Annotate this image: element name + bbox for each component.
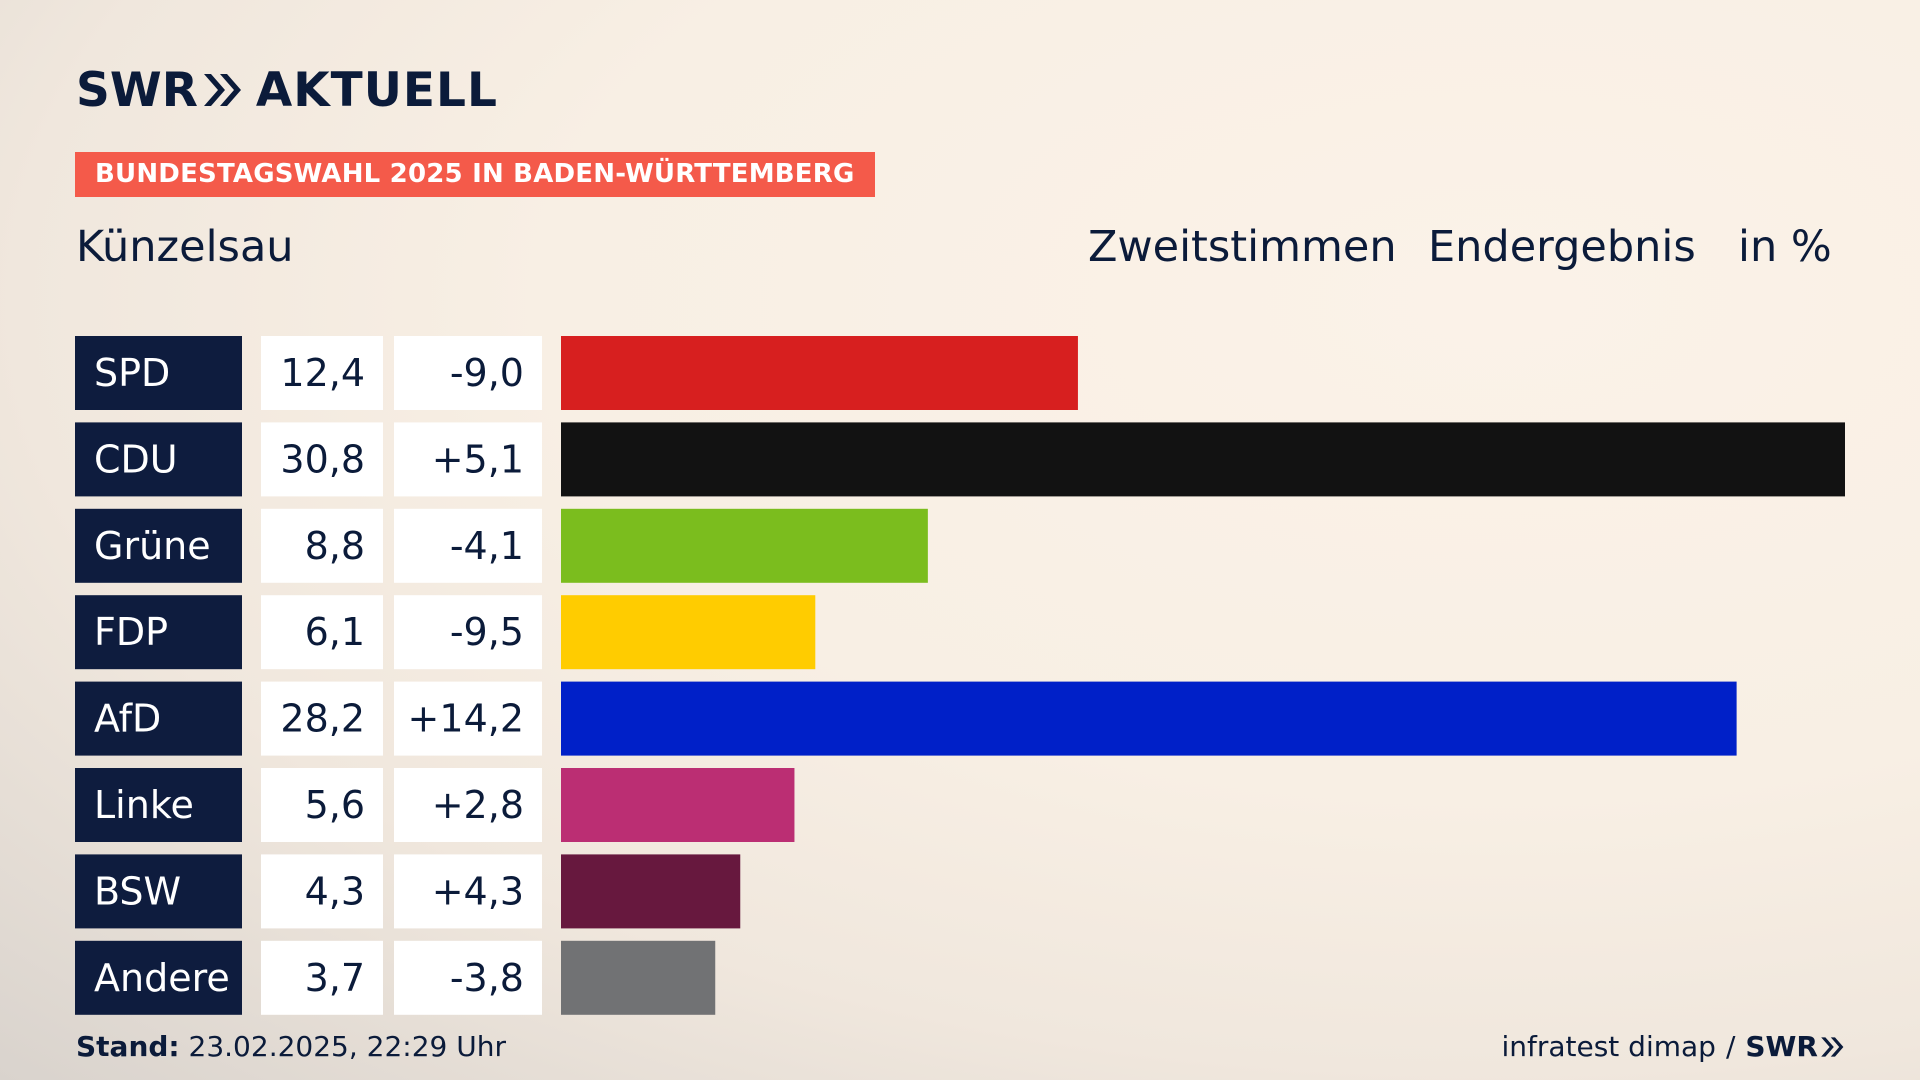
source-credit: infratest dimap / SWR (1501, 1030, 1844, 1063)
change-value: -4,1 (450, 524, 524, 568)
share-value: 6,1 (305, 610, 365, 654)
party-label: Linke (94, 783, 194, 827)
result-bar (561, 336, 1078, 410)
double-chevron-icon (202, 72, 242, 108)
change-value: +14,2 (408, 697, 524, 741)
logo-swr-text: SWR (76, 62, 198, 118)
constituency-title: Künzelsau (76, 222, 294, 272)
status-label: Endergebnis (1428, 222, 1696, 272)
change-value: -9,5 (450, 610, 524, 654)
change-value: +4,3 (432, 869, 524, 913)
party-label-box (75, 854, 242, 929)
change-cell (394, 422, 542, 497)
party-label-box (75, 595, 242, 670)
unit-label: in % (1738, 222, 1832, 272)
party-label-box (75, 768, 242, 842)
result-bar (561, 508, 928, 583)
result-bar (561, 595, 816, 670)
change-cell (394, 508, 542, 583)
share-value: 5,6 (305, 783, 365, 827)
timestamp: Stand: 23.02.2025, 22:29 Uhr (76, 1030, 506, 1063)
party-label-box (75, 422, 242, 497)
share-cell (261, 681, 383, 756)
party-label-box (75, 940, 242, 1015)
footer-swr-logo: SWR (1745, 1030, 1844, 1063)
share-cell (261, 422, 383, 497)
change-cell (394, 854, 542, 929)
share-value: 30,8 (280, 437, 365, 481)
footer-swr-text: SWR (1745, 1030, 1818, 1063)
change-cell (394, 768, 542, 842)
share-value: 8,8 (305, 524, 365, 568)
result-bar (561, 940, 716, 1015)
source-name: infratest dimap (1501, 1030, 1716, 1063)
party-label: FDP (94, 610, 168, 654)
source-separator: / (1725, 1030, 1736, 1063)
share-value: 4,3 (305, 869, 365, 913)
footer-chevron-icon (1821, 1036, 1844, 1057)
election-badge: BUNDESTAGSWAHL 2025 IN BADEN-WÜRTTEMBERG (75, 152, 875, 197)
party-label-box (75, 681, 242, 756)
change-cell (394, 595, 542, 670)
party-label: SPD (94, 351, 170, 395)
share-value: 3,7 (305, 956, 365, 1000)
timestamp-label: Stand: (76, 1030, 180, 1063)
party-label-box (75, 336, 242, 410)
change-cell (394, 681, 542, 756)
share-value: 12,4 (280, 351, 365, 395)
party-label: Grüne (94, 524, 211, 568)
change-value: -3,8 (450, 956, 524, 1000)
change-cell (394, 336, 542, 410)
change-value: +5,1 (432, 437, 524, 481)
change-value: -9,0 (450, 351, 524, 395)
result-bar (561, 681, 1737, 756)
result-bar (561, 768, 795, 842)
result-bar (561, 854, 741, 929)
vote-type-label: Zweitstimmen (1088, 222, 1397, 272)
share-cell (261, 508, 383, 583)
party-label: Andere (94, 956, 230, 1000)
change-value: +2,8 (432, 783, 524, 827)
share-value: 28,2 (280, 697, 365, 741)
share-cell (261, 595, 383, 670)
share-cell (261, 854, 383, 929)
party-label: AfD (94, 697, 161, 741)
swr-aktuell-logo: SWR AKTUELL (76, 63, 498, 118)
share-cell (261, 768, 383, 842)
change-cell (394, 940, 542, 1015)
share-cell (261, 336, 383, 410)
result-bar (561, 422, 1845, 497)
party-label-box (75, 508, 242, 583)
party-label: BSW (94, 869, 181, 913)
timestamp-value: 23.02.2025, 22:29 Uhr (188, 1030, 506, 1063)
party-label: CDU (94, 437, 178, 481)
logo-aktuell-text: AKTUELL (255, 62, 498, 118)
share-cell (261, 940, 383, 1015)
